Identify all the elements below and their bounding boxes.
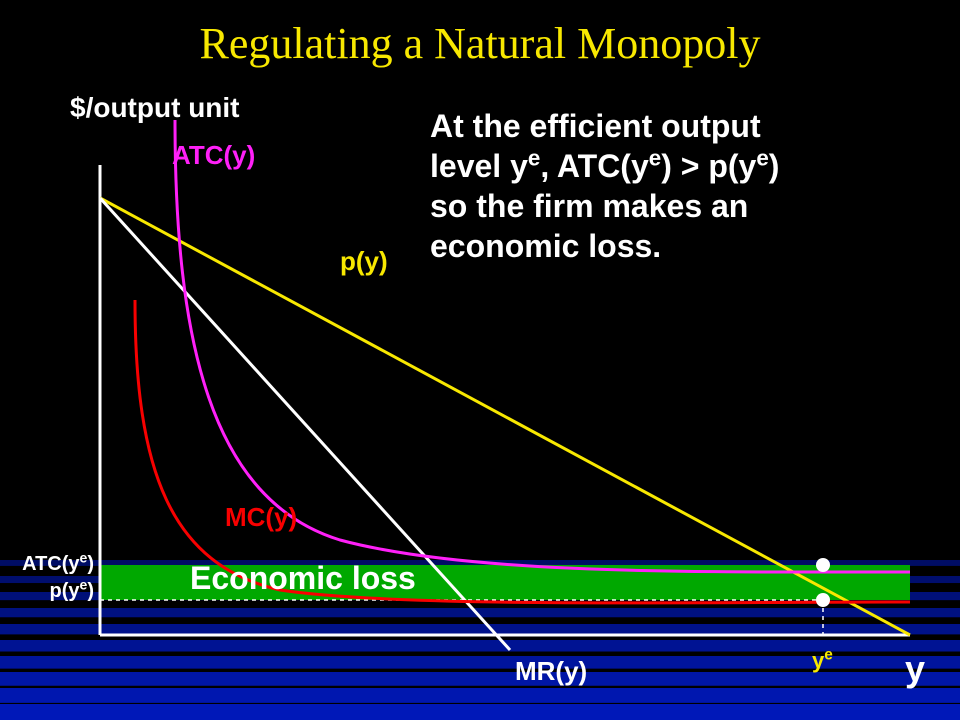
p-ye-tick-close: ) xyxy=(87,580,94,602)
x-axis-label: y xyxy=(905,648,925,690)
y-axis-label-text: $/output unit xyxy=(70,92,240,123)
ye-label: ye xyxy=(812,648,833,674)
atc-label: ATC(y) xyxy=(172,140,255,171)
slide-stage: Regulating a Natural Monopoly $/output u… xyxy=(0,0,960,720)
atc-ye-tick-text: ATC(y xyxy=(22,553,79,575)
atc-ye-tick-label: ATC(ye) xyxy=(22,553,94,576)
marker-atc-ye xyxy=(816,558,830,572)
mr-label-text: MR(y) xyxy=(515,656,587,686)
mc-curve xyxy=(135,300,910,603)
p-ye-tick-label: p(ye) xyxy=(50,580,94,603)
demand-label: p(y) xyxy=(340,246,388,277)
y-axis-label: $/output unit xyxy=(70,92,240,124)
x-axis-label-text: y xyxy=(905,648,925,689)
p-ye-tick-text: p(y xyxy=(50,580,80,602)
mr-label: MR(y) xyxy=(515,656,587,687)
mc-label: MC(y) xyxy=(225,502,297,533)
ye-label-sup: e xyxy=(824,647,833,664)
economic-loss-label: Economic loss xyxy=(190,560,416,597)
ye-label-base: y xyxy=(812,648,824,673)
annotation-text: At the efficient outputlevel ye, ATC(ye)… xyxy=(430,106,940,266)
mc-label-text: MC(y) xyxy=(225,502,297,532)
economic-loss-label-text: Economic loss xyxy=(190,560,416,596)
atc-ye-tick-close: ) xyxy=(87,553,94,575)
atc-label-text: ATC(y) xyxy=(172,140,255,170)
demand-label-text: p(y) xyxy=(340,246,388,276)
marker-p-ye xyxy=(816,593,830,607)
